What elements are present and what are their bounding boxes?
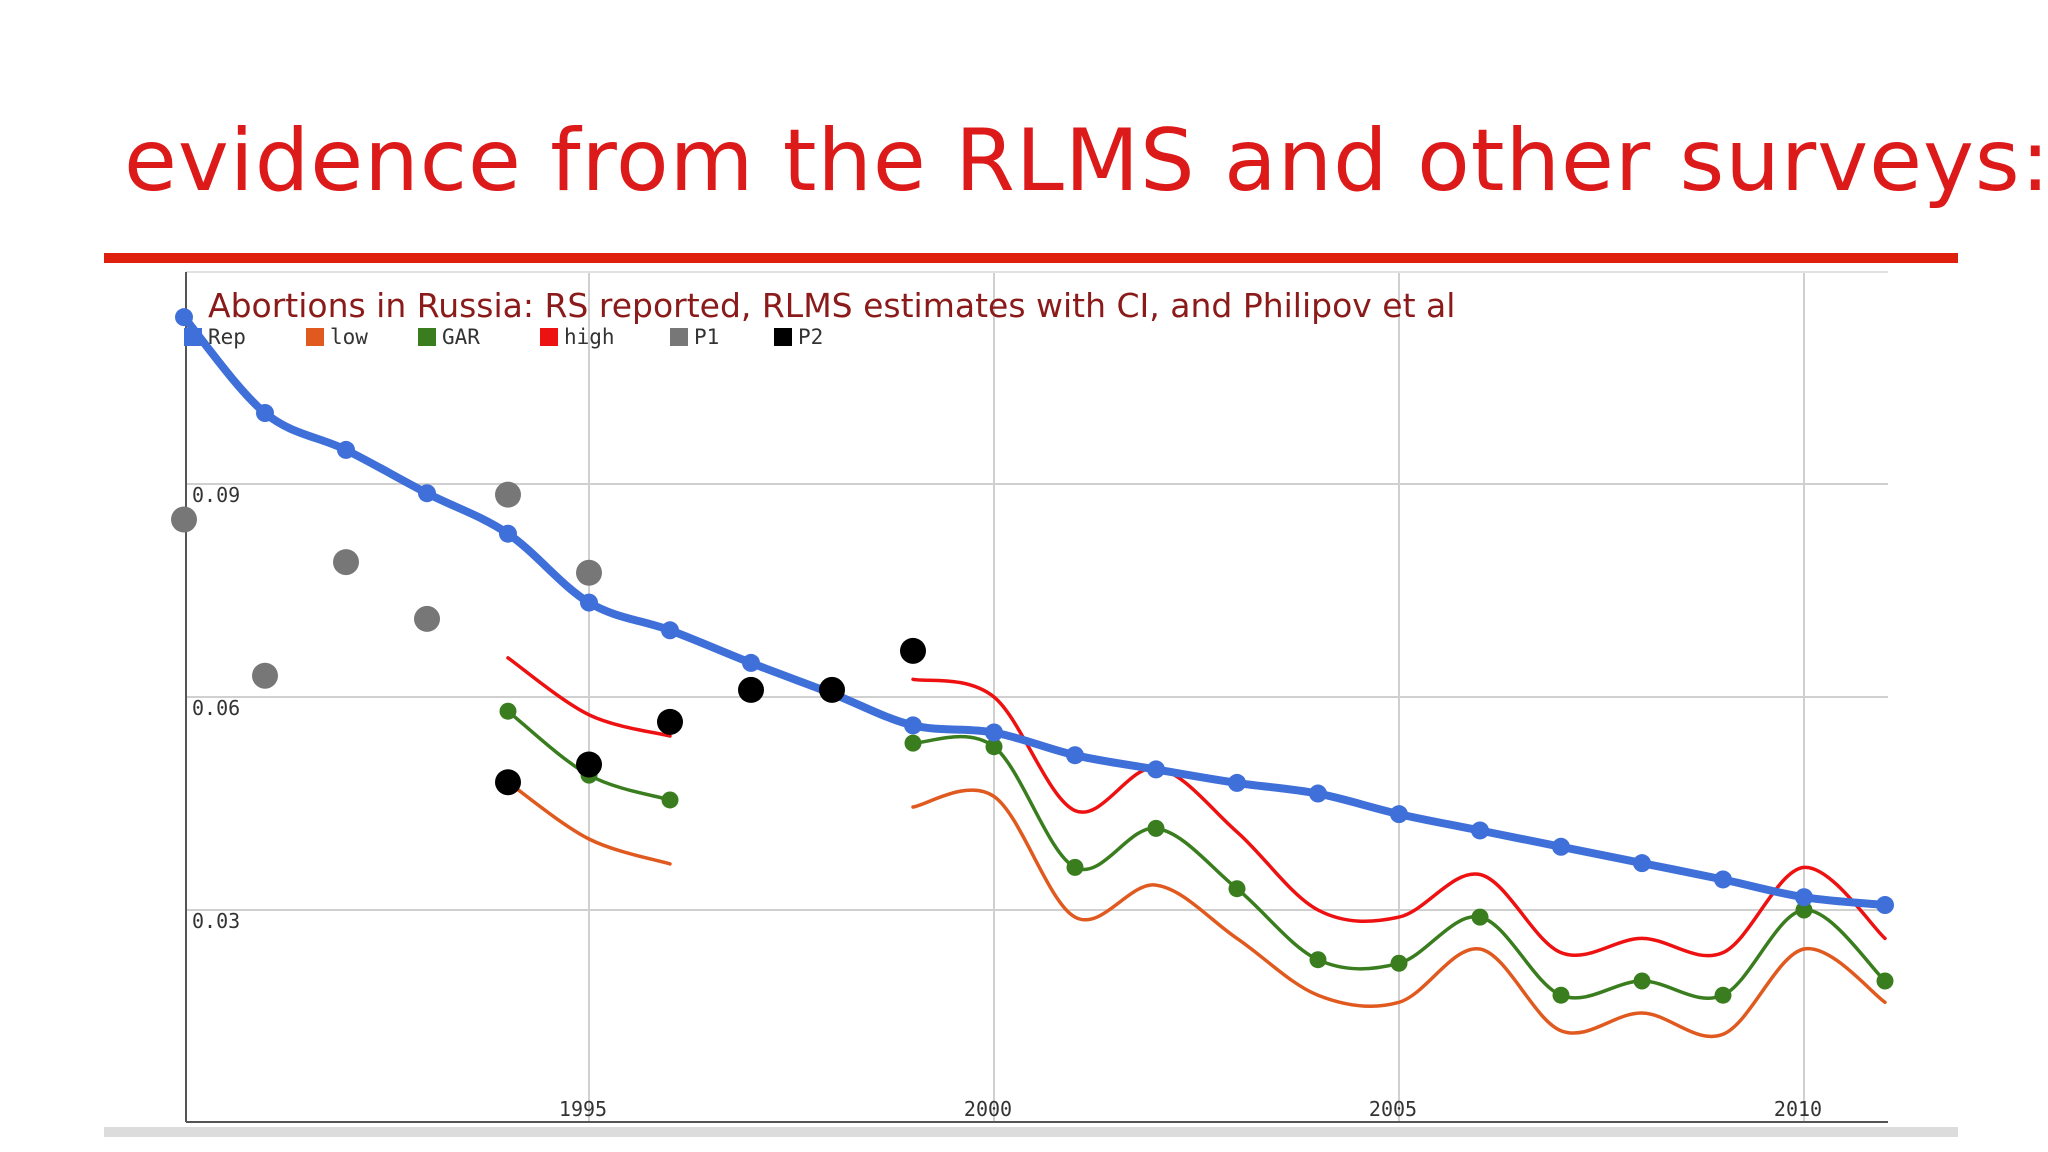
point-p1 [576, 559, 602, 586]
point-gar [661, 791, 679, 809]
series-layer [171, 308, 1894, 1039]
point-p1 [171, 506, 197, 533]
legend-label-high: high [564, 325, 615, 349]
point-gar [1876, 972, 1894, 990]
point-rep [904, 716, 922, 735]
point-gar [1309, 951, 1327, 969]
legend-swatch-rep [184, 328, 202, 346]
point-rep [661, 621, 679, 640]
x-tick-label: 2010 [1774, 1097, 1822, 1121]
legend-label-p1: P1 [694, 325, 719, 349]
x-tick-label: 2005 [1369, 1097, 1417, 1121]
point-rep [337, 440, 355, 459]
point-gar [1066, 858, 1084, 876]
point-p1 [252, 662, 278, 689]
point-p2 [819, 676, 845, 703]
series-line-high [506, 656, 672, 738]
point-rep [1390, 805, 1408, 824]
series-line-low [506, 780, 672, 866]
legend: Rep low GAR high P1 P2 [184, 325, 823, 349]
point-rep [580, 593, 598, 612]
x-tick-label: 2000 [964, 1097, 1012, 1121]
point-gar [1633, 972, 1651, 990]
axis-layer [185, 272, 1888, 1123]
chart-title: Abortions in Russia: RS reported, RLMS e… [208, 286, 1455, 325]
point-rep [1147, 760, 1165, 779]
point-gar [1471, 908, 1489, 926]
point-gar [499, 702, 517, 720]
point-rep [1876, 896, 1894, 915]
point-gar [1795, 901, 1813, 919]
point-rep [1552, 837, 1570, 856]
legend-swatch-p1 [670, 328, 688, 346]
grid-layer [186, 271, 1888, 1122]
point-p2 [495, 769, 521, 796]
point-gar [1552, 986, 1570, 1004]
point-gar [985, 738, 1003, 756]
point-gar [1390, 954, 1408, 972]
series-line-high [911, 677, 1887, 958]
point-gar [1147, 819, 1165, 837]
point-gar [1228, 880, 1246, 898]
point-p2 [900, 637, 926, 664]
point-p2 [738, 676, 764, 703]
point-p2 [657, 708, 683, 735]
series-line-rep [180, 313, 1889, 909]
point-p1 [414, 605, 440, 632]
legend-label-rep: Rep [208, 325, 246, 349]
point-rep [1714, 870, 1732, 889]
legend-swatch-gar [418, 328, 436, 346]
point-rep [499, 524, 517, 543]
point-gar [904, 734, 922, 752]
legend-swatch-p2 [774, 328, 792, 346]
point-rep [1471, 821, 1489, 840]
point-p2 [576, 751, 602, 778]
point-rep [985, 723, 1003, 742]
point-p1 [495, 481, 521, 508]
y-tick-label: 0.03 [192, 909, 240, 933]
x-tick-label: 1995 [559, 1097, 607, 1121]
point-rep [742, 653, 760, 672]
point-rep [1633, 854, 1651, 873]
y-tick-label: 0.09 [192, 483, 240, 507]
point-p1 [333, 549, 359, 576]
point-rep [1795, 888, 1813, 907]
bottom-divider [104, 1127, 1958, 1137]
legend-swatch-high [540, 328, 558, 346]
point-gar [1714, 986, 1732, 1004]
series-line-low [911, 788, 1887, 1039]
tick-labels: 1995 2000 2005 2010 0.03 0.06 0.09 [192, 483, 1822, 1121]
point-rep [1066, 746, 1084, 765]
legend-label-low: low [330, 325, 368, 349]
point-rep [418, 484, 436, 503]
legend-label-p2: P2 [798, 325, 823, 349]
point-rep [175, 308, 193, 327]
legend-label-gar: GAR [442, 325, 480, 349]
point-rep [1228, 773, 1246, 792]
y-tick-label: 0.06 [192, 696, 240, 720]
legend-swatch-low [306, 328, 324, 346]
title-divider [104, 253, 1958, 263]
point-rep [1309, 784, 1327, 803]
slide-title: evidence from the RLMS and other surveys… [124, 111, 2048, 211]
point-rep [256, 404, 274, 422]
